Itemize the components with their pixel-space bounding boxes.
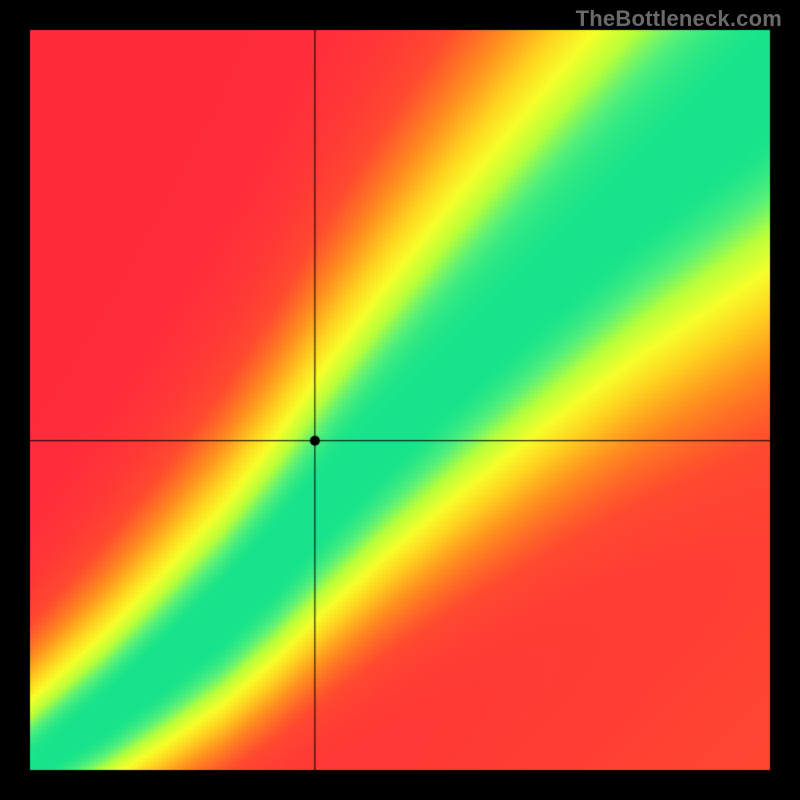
chart-container: TheBottleneck.com [0, 0, 800, 800]
watermark-text: TheBottleneck.com [576, 6, 782, 32]
heatmap-canvas [0, 0, 800, 800]
